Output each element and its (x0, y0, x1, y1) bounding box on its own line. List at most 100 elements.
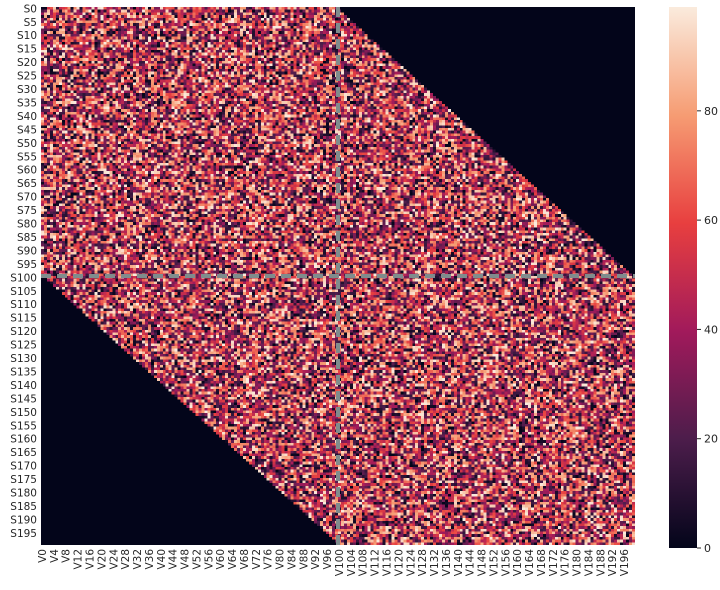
column-tick-label: V128 (417, 549, 429, 576)
row-tick-label: S125 (10, 340, 37, 352)
column-tick-label: V52 (191, 549, 203, 570)
row-tick-label: S160 (10, 434, 37, 446)
colorbar-tick-label: 20 (704, 433, 718, 446)
colorbar-tick-label: 80 (704, 105, 718, 118)
column-tick-label: V60 (215, 549, 227, 570)
row-tick-label: S80 (17, 219, 37, 231)
row-tick-label: S170 (10, 461, 37, 473)
row-tick-label: S45 (17, 124, 37, 136)
row-tick-label: S120 (10, 326, 37, 338)
row-tick-label: S100 (10, 272, 37, 284)
row-tick-label: S165 (10, 447, 37, 459)
column-tick-label: V172 (548, 549, 560, 576)
row-tick-label: S90 (17, 245, 37, 257)
row-tick-label: S175 (10, 474, 37, 486)
row-tick-label: S130 (10, 353, 37, 365)
column-tick-label: V100 (334, 549, 346, 576)
column-tick-label: V104 (346, 549, 358, 577)
column-tick-label: V16 (85, 549, 97, 570)
row-tick-label: S25 (17, 71, 37, 83)
column-tick-label: V120 (393, 549, 405, 576)
column-tick-label: V56 (203, 549, 215, 570)
row-tick-label: S30 (17, 84, 37, 96)
column-tick-label: V156 (500, 549, 512, 577)
column-tick-label: V144 (465, 549, 477, 577)
row-tick-label: S60 (17, 165, 37, 177)
row-tick-label: S115 (10, 313, 37, 325)
column-tick-label: V196 (619, 549, 631, 577)
column-tick-label: V148 (477, 549, 489, 576)
column-tick-label: V4 (49, 549, 61, 563)
column-tick-label: V108 (358, 549, 370, 576)
column-tick-label: V88 (298, 549, 310, 570)
column-tick-label: V112 (370, 549, 382, 576)
row-tick-label: S10 (17, 30, 37, 42)
column-tick-label: V168 (536, 549, 548, 576)
column-tick-label: V12 (73, 549, 85, 570)
colorbar: 0 20 40 60 80 (669, 7, 718, 555)
column-tick-label: V136 (441, 549, 453, 577)
row-tick-label: S195 (10, 528, 37, 540)
column-tick-label: V84 (286, 549, 298, 570)
row-tick-label: S15 (17, 44, 37, 56)
column-tick-label: V176 (560, 549, 572, 577)
column-tick-label: V164 (524, 549, 536, 577)
row-tick-label: S70 (17, 192, 37, 204)
colorbar-tick-label: 40 (704, 323, 718, 336)
row-tick-label: S50 (17, 138, 37, 150)
separator-lines (41, 7, 635, 545)
column-tick-label: V140 (453, 549, 465, 576)
row-tick-label: S105 (10, 286, 37, 298)
column-tick-label: V0 (37, 549, 49, 563)
column-tick-label: V116 (382, 549, 394, 577)
column-tick-label: V68 (239, 549, 251, 570)
row-tick-label: S95 (17, 259, 37, 271)
column-tick-label: V36 (144, 549, 156, 570)
column-tick-labels: V0 V4 V8 V12 V16 V20 V24 V28 V32 V36 V40 V44 V48 V52 V… (37, 549, 631, 577)
row-tick-label: S65 (17, 178, 37, 190)
column-tick-label: V188 (595, 549, 607, 576)
column-tick-label: V96 (322, 549, 334, 570)
column-tick-label: V28 (120, 549, 132, 570)
column-tick-label: V160 (512, 549, 524, 576)
column-tick-label: V72 (251, 549, 263, 570)
column-tick-label: V40 (156, 549, 168, 570)
row-tick-label: S180 (10, 488, 37, 500)
column-tick-label: V8 (61, 549, 73, 563)
row-tick-label: S110 (10, 299, 37, 311)
colorbar-tick-label: 60 (704, 214, 718, 227)
column-tick-label: V64 (227, 549, 239, 570)
column-tick-label: V92 (310, 549, 322, 570)
row-tick-label: S85 (17, 232, 37, 244)
column-tick-label: V124 (405, 549, 417, 577)
row-tick-label: S155 (10, 420, 37, 432)
column-tick-label: V44 (168, 549, 180, 570)
column-tick-label: V180 (572, 549, 584, 576)
row-tick-label: S75 (17, 205, 37, 217)
row-tick-label: S145 (10, 393, 37, 405)
column-tick-label: V192 (607, 549, 619, 576)
column-tick-label: V184 (583, 549, 595, 577)
column-tick-label: V76 (263, 549, 275, 570)
row-tick-label: S190 (10, 514, 37, 526)
column-tick-label: V80 (275, 549, 287, 570)
column-tick-label: V20 (96, 549, 108, 570)
column-tick-label: V48 (180, 549, 192, 570)
column-tick-label: V152 (488, 549, 500, 576)
row-tick-label: S185 (10, 501, 37, 513)
row-tick-label: S140 (10, 380, 37, 392)
column-tick-label: V32 (132, 549, 144, 570)
column-tick-label: V132 (429, 549, 441, 576)
row-tick-label: S150 (10, 407, 37, 419)
row-tick-label: S135 (10, 366, 37, 378)
row-tick-label: S35 (17, 97, 37, 109)
row-tick-label: S20 (17, 57, 37, 69)
row-tick-label: S40 (17, 111, 37, 123)
row-tick-label: S0 (24, 3, 37, 15)
column-tick-label: V24 (108, 549, 120, 570)
row-tick-label: S55 (17, 151, 37, 163)
row-tick-label: S5 (24, 17, 37, 29)
